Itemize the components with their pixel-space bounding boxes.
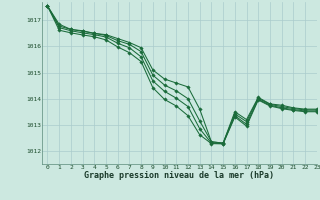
X-axis label: Graphe pression niveau de la mer (hPa): Graphe pression niveau de la mer (hPa) <box>84 171 274 180</box>
